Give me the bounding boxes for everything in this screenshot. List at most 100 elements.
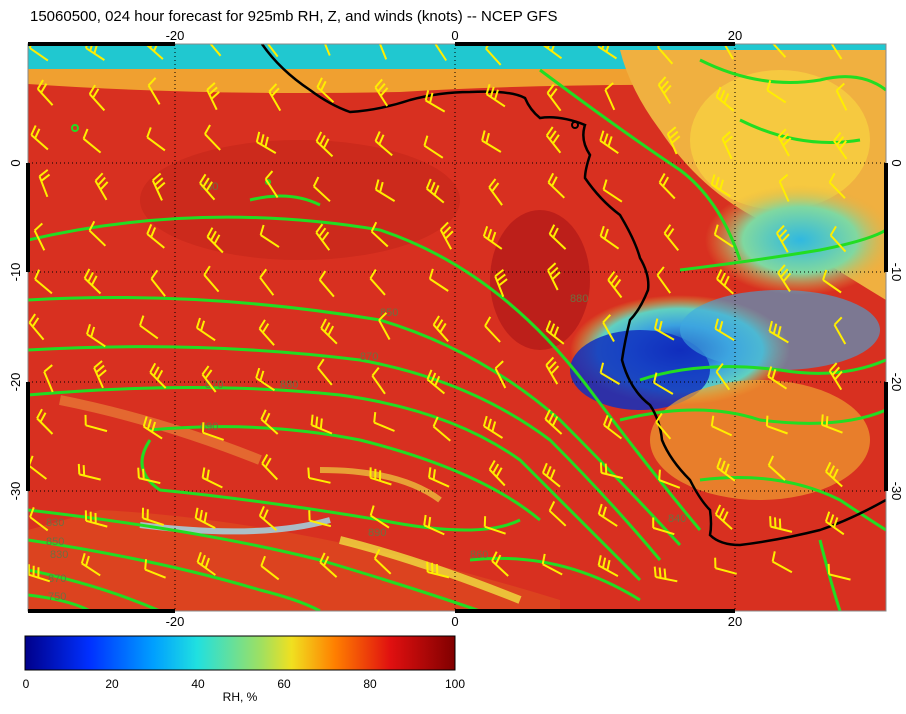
graticule bbox=[28, 44, 886, 611]
wind-barb bbox=[28, 564, 51, 583]
lon-tick-bottom: -20 bbox=[166, 614, 185, 629]
contour-label: 850 bbox=[380, 307, 398, 319]
wind-barb bbox=[777, 128, 792, 157]
wind-barb bbox=[83, 268, 102, 295]
wind-barb bbox=[206, 227, 224, 254]
wind-barb bbox=[494, 360, 507, 389]
wind-barb bbox=[255, 131, 277, 154]
wind-barb bbox=[201, 467, 223, 489]
wind-barb bbox=[542, 44, 563, 60]
wind-barb bbox=[544, 409, 563, 435]
wind-barb bbox=[377, 44, 388, 60]
wind-barb bbox=[666, 126, 681, 155]
wind-barb bbox=[145, 44, 164, 60]
wind-barb bbox=[777, 264, 792, 292]
wind-barb bbox=[425, 178, 445, 204]
wind-barb bbox=[151, 172, 166, 201]
colorbar-tick: 0 bbox=[22, 677, 30, 691]
wind-barb bbox=[714, 318, 735, 342]
wind-barb bbox=[828, 172, 846, 199]
wind-barb bbox=[599, 225, 620, 250]
wind-barb bbox=[84, 510, 108, 528]
wind-barb bbox=[765, 415, 788, 435]
wind-barb bbox=[146, 127, 166, 152]
wind-barb bbox=[835, 82, 848, 111]
wind-barb bbox=[599, 130, 619, 155]
wind-barb bbox=[828, 362, 843, 391]
colorbar-tick: 100 bbox=[444, 677, 466, 691]
wind-barb bbox=[602, 179, 623, 203]
wind-barb bbox=[258, 505, 278, 531]
wind-barb bbox=[828, 44, 843, 60]
contour-label: 870 bbox=[360, 351, 378, 363]
wind-barb bbox=[369, 269, 386, 296]
wind-barb bbox=[484, 316, 501, 343]
wind-barb bbox=[82, 128, 102, 154]
wind-barb bbox=[141, 507, 165, 526]
wind-barb bbox=[263, 44, 279, 58]
wind-barb bbox=[769, 44, 787, 58]
wind-barb bbox=[374, 78, 389, 107]
wind-barb bbox=[310, 414, 333, 435]
wind-barb bbox=[713, 224, 734, 248]
contour-labels: 830 850 870 870 890 890 880 840 830 830 … bbox=[46, 181, 686, 603]
lat-tick-right: -10 bbox=[889, 263, 904, 282]
lon-tick-bottom: 0 bbox=[451, 614, 458, 629]
height-contours bbox=[28, 58, 886, 611]
frame-ticks bbox=[26, 42, 888, 613]
wind-barb bbox=[715, 362, 731, 391]
wind-barb bbox=[84, 414, 108, 433]
wind-barb bbox=[829, 225, 847, 253]
lat-tick-left: 0 bbox=[8, 159, 23, 166]
lon-tick-bottom: 20 bbox=[728, 614, 742, 629]
wind-barb bbox=[603, 414, 623, 440]
wind-barb bbox=[541, 553, 563, 576]
wind-barb bbox=[721, 131, 734, 160]
wind-barb bbox=[374, 179, 396, 202]
wind-barb bbox=[488, 460, 506, 487]
wind-barb bbox=[424, 90, 446, 113]
wind-barb bbox=[771, 551, 793, 574]
wind-barb bbox=[29, 506, 49, 532]
colorbar-tick: 60 bbox=[277, 677, 291, 691]
wind-barb bbox=[432, 315, 449, 342]
wind-barb bbox=[201, 422, 225, 441]
coastline bbox=[260, 44, 886, 547]
wind-barb bbox=[308, 510, 332, 528]
wind-barb bbox=[205, 44, 222, 57]
contour-label: 860 bbox=[470, 549, 488, 561]
wind-barb bbox=[206, 82, 220, 111]
wind-barb bbox=[426, 369, 446, 395]
colorbar bbox=[24, 635, 456, 671]
wind-barb bbox=[204, 124, 221, 151]
wind-barb bbox=[766, 80, 787, 104]
wind-barb bbox=[653, 318, 675, 341]
wind-barb bbox=[604, 82, 616, 111]
wind-barb bbox=[655, 412, 672, 440]
wind-barb bbox=[319, 552, 338, 578]
wind-barb bbox=[77, 463, 101, 481]
wind-barb bbox=[423, 135, 444, 159]
wind-barb bbox=[86, 323, 106, 348]
wind-barb bbox=[88, 84, 106, 112]
wind-barb bbox=[433, 44, 448, 62]
wind-barb bbox=[258, 319, 275, 346]
wind-barb bbox=[599, 362, 621, 385]
wind-barb bbox=[494, 268, 508, 298]
wind-barb bbox=[714, 557, 737, 575]
wind-barb bbox=[545, 356, 560, 385]
wind-barbs bbox=[28, 44, 851, 583]
wind-barb bbox=[546, 84, 562, 112]
lat-tick-right: -30 bbox=[889, 482, 904, 501]
wind-barb bbox=[767, 366, 788, 390]
wind-barb bbox=[483, 516, 506, 535]
wind-barb bbox=[142, 416, 163, 440]
contour-label: 890 bbox=[200, 421, 218, 433]
wind-barb bbox=[369, 505, 390, 529]
wind-barb bbox=[36, 79, 54, 106]
wind-barb bbox=[378, 312, 391, 340]
wind-barb bbox=[602, 314, 615, 342]
wind-barb bbox=[778, 173, 790, 202]
wind-barb bbox=[597, 555, 619, 577]
wind-barb bbox=[482, 225, 503, 250]
